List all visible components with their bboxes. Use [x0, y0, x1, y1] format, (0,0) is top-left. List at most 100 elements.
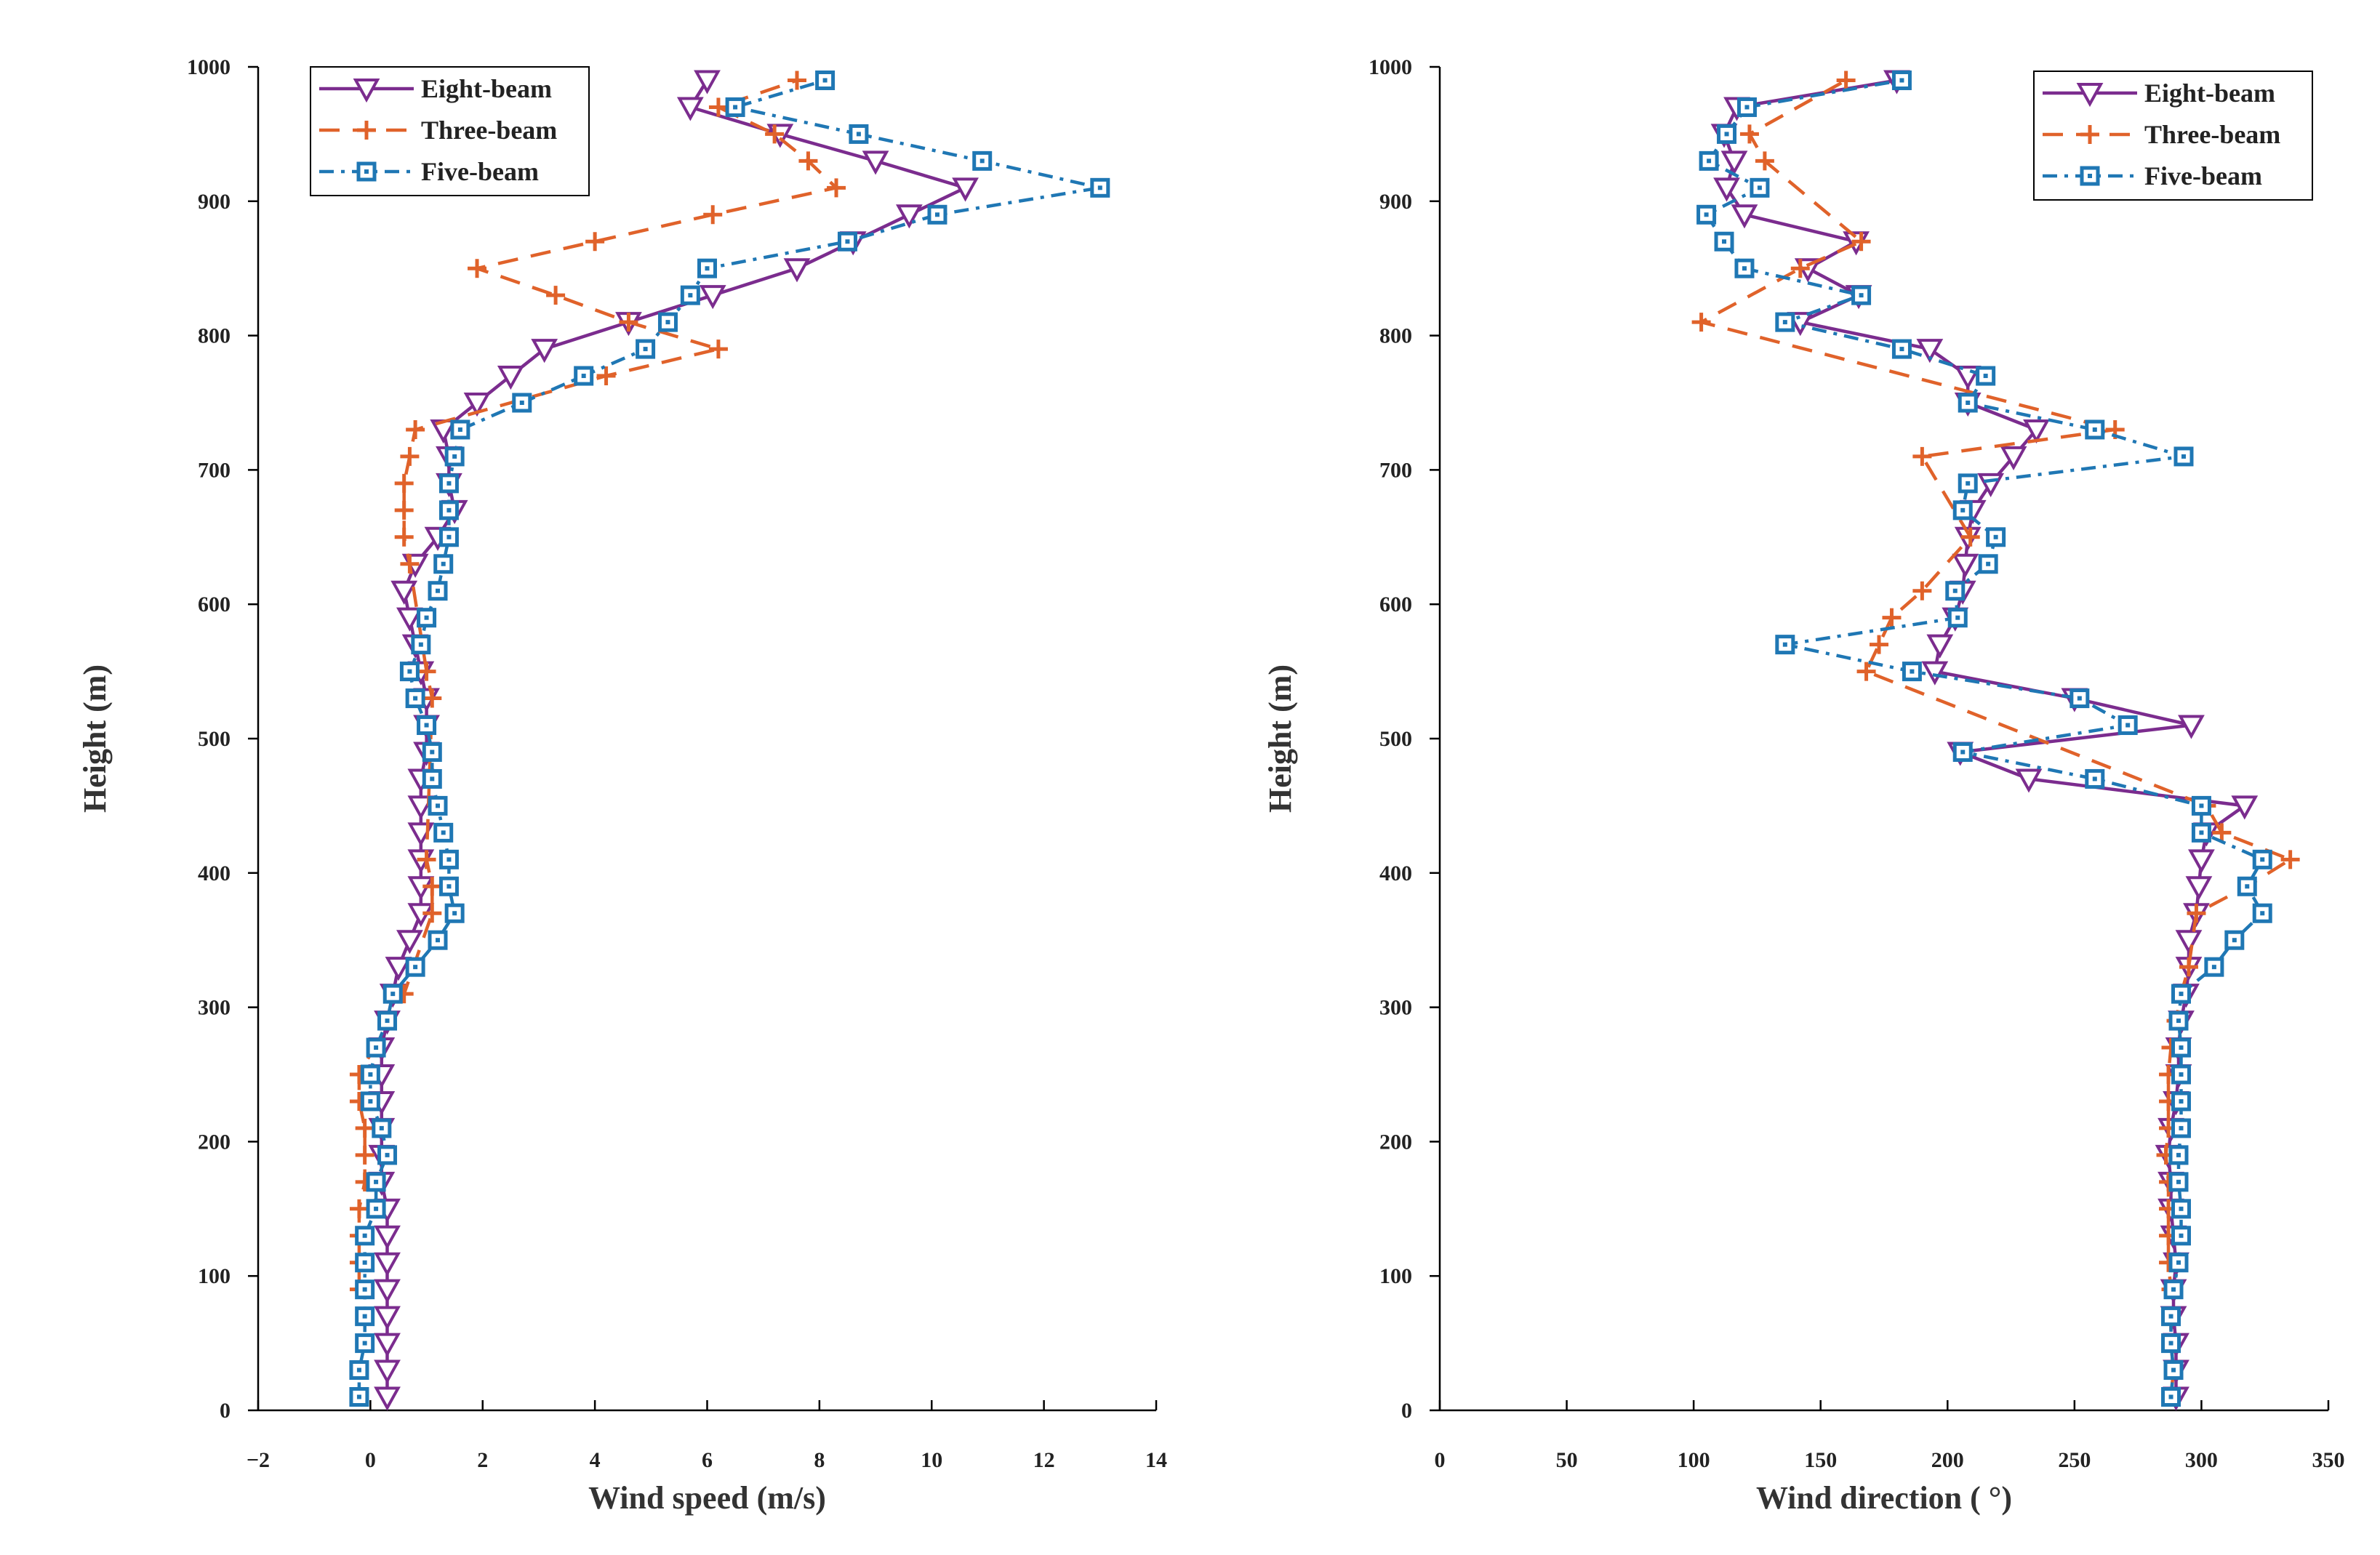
data-point-marker [374, 1333, 401, 1357]
square-center-dot [643, 347, 648, 352]
series-five-beam [349, 70, 1110, 1407]
data-point-marker [372, 1118, 392, 1138]
data-point-marker [1958, 393, 1978, 413]
data-point-marker [546, 286, 566, 305]
square-center-dot [1097, 185, 1102, 190]
data-point-marker [2171, 1199, 2191, 1219]
data-point-marker [1960, 527, 1980, 547]
square-center-dot [2171, 1367, 2176, 1373]
data-point-marker [2070, 688, 2090, 709]
legend-label: Three-beam [421, 116, 557, 145]
x-tick-label: 0 [1435, 1448, 1446, 1472]
series-three-beam [1691, 71, 2300, 1407]
data-point-marker [657, 312, 678, 332]
square-center-dot [2179, 1098, 2184, 1104]
data-point-marker [463, 393, 491, 417]
square-center-dot [446, 884, 452, 889]
data-point-marker [1882, 608, 1902, 627]
y-tick-label: 100 [198, 1264, 231, 1288]
x-tick-label: −2 [247, 1448, 270, 1472]
data-point-marker [1090, 177, 1110, 198]
x-tick-label: 8 [814, 1448, 825, 1472]
data-point-marker [1731, 204, 1758, 229]
square-center-dot [2168, 1314, 2173, 1319]
y-tick-label: 1000 [1369, 55, 1412, 79]
data-point-marker [725, 97, 745, 117]
data-point-marker [2117, 715, 2138, 736]
data-point-marker [596, 366, 616, 386]
square-center-dot [436, 803, 440, 808]
data-point-marker [382, 984, 403, 1004]
x-tick-label: 10 [921, 1448, 942, 1472]
y-axis-title: Height (m) [1262, 664, 1298, 813]
square-center-dot [1986, 561, 1991, 566]
square-center-dot [1960, 750, 1966, 755]
y-tick-label: 900 [198, 190, 231, 214]
data-point-marker [2085, 419, 2105, 440]
data-point-marker [2171, 1064, 2191, 1085]
data-point-marker [360, 1064, 380, 1085]
square-center-dot [457, 427, 462, 432]
square-center-dot [452, 454, 457, 459]
data-point-marker [783, 258, 811, 283]
x-tick-label: 350 [2312, 1448, 2345, 1472]
data-point-marker [694, 70, 721, 95]
y-tick-label: 600 [1379, 592, 1412, 616]
data-point-marker [374, 1279, 401, 1303]
square-center-dot [2199, 803, 2204, 808]
data-point-marker [512, 393, 532, 413]
square-center-dot [733, 105, 738, 110]
data-point-marker [390, 580, 418, 605]
square-center-dot [2211, 965, 2216, 970]
data-point-marker [788, 71, 806, 90]
square-center-dot [1707, 158, 1712, 164]
square-center-dot [2176, 1260, 2181, 1265]
x-tick-label: 0 [365, 1448, 376, 1472]
data-point-marker [2212, 823, 2232, 843]
square-center-dot [446, 534, 452, 539]
square-center-dot [2245, 884, 2250, 889]
data-point-marker [355, 1253, 375, 1273]
data-point-marker [417, 715, 437, 736]
data-point-marker [1921, 661, 1949, 686]
data-point-marker [2161, 1387, 2181, 1407]
y-tick-label: 800 [1379, 324, 1412, 348]
square-center-dot [705, 266, 710, 271]
square-center-dot [446, 857, 452, 862]
square-center-dot [2179, 992, 2184, 997]
data-point-marker [2204, 957, 2224, 977]
data-point-marker [815, 70, 836, 90]
square-center-dot [2092, 776, 2097, 781]
data-point-marker [2252, 849, 2272, 869]
data-point-marker [405, 688, 425, 709]
square-center-dot [374, 1045, 379, 1050]
square-center-dot [368, 1072, 373, 1077]
data-point-marker [574, 366, 594, 386]
data-point-marker [374, 1306, 401, 1330]
legend-label: Eight-beam [2144, 79, 2275, 108]
square-center-dot [2176, 1018, 2181, 1024]
square-center-dot [2176, 1152, 2181, 1157]
data-point-marker [374, 1252, 401, 1277]
square-center-dot [1724, 132, 1729, 137]
data-point-marker [377, 1010, 398, 1031]
data-point-marker [1856, 662, 1876, 681]
square-center-dot [424, 615, 429, 620]
square-center-dot [356, 1367, 361, 1373]
data-point-marker [1734, 258, 1755, 278]
square-center-dot [2179, 1072, 2184, 1077]
data-point-marker [417, 608, 437, 628]
square-center-dot [581, 374, 586, 379]
x-tick-label: 100 [1678, 1448, 1710, 1472]
y-tick-label: 200 [1379, 1130, 1412, 1154]
square-center-dot [362, 1260, 367, 1265]
data-point-marker [1952, 553, 1979, 578]
data-point-marker [2252, 903, 2272, 923]
legend: Eight-beam Three-beam Five-beam [310, 66, 590, 196]
data-point-marker [438, 527, 459, 547]
data-point-marker [680, 285, 700, 305]
square-center-dot [356, 1394, 361, 1399]
data-point-marker [1775, 312, 1795, 332]
data-point-marker [1870, 635, 1889, 654]
y-tick-label: 200 [198, 1130, 231, 1154]
